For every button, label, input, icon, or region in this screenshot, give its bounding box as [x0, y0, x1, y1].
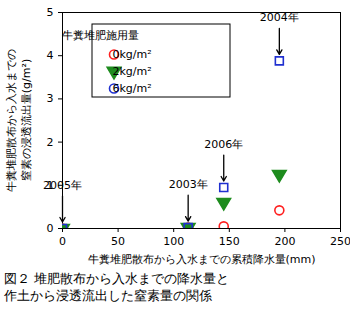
svg-text:0: 0 — [59, 235, 66, 248]
svg-text:0: 0 — [47, 222, 54, 235]
svg-text:0kg/m²: 0kg/m² — [112, 48, 151, 61]
svg-text:3: 3 — [47, 92, 54, 105]
svg-text:2: 2 — [47, 136, 54, 149]
svg-text:50: 50 — [111, 235, 125, 248]
svg-text:150: 150 — [219, 235, 240, 248]
svg-text:牛糞堆肥散布から入水までの累積降水量(mm): 牛糞堆肥散布から入水までの累積降水量(mm) — [87, 253, 315, 266]
svg-text:200: 200 — [274, 235, 295, 248]
svg-text:2006年: 2006年 — [204, 138, 243, 151]
svg-text:6kg/m²: 6kg/m² — [112, 82, 151, 95]
svg-text:2003年: 2003年 — [169, 178, 208, 191]
svg-text:4: 4 — [47, 49, 54, 62]
svg-text:2005年: 2005年 — [43, 179, 82, 192]
svg-text:窒素の浸透流出量(g/m²): 窒素の浸透流出量(g/m²) — [20, 59, 33, 181]
svg-text:牛糞堆肥施用量: 牛糞堆肥施用量 — [62, 29, 139, 42]
svg-text:5: 5 — [47, 6, 54, 19]
html-text:作土から浸透流出した窒素量の関係: 作土から浸透流出した窒素量の関係 — [4, 288, 212, 303]
svg-text:100: 100 — [163, 235, 184, 248]
html-text:図２ 堆肥散布から入水までの降水量と: 図２ 堆肥散布から入水までの降水量と — [4, 271, 229, 286]
svg-text:2kg/m²: 2kg/m² — [112, 65, 151, 78]
svg-text:牛糞堆肥散布から入水までの: 牛糞堆肥散布から入水までの — [5, 49, 18, 192]
svg-text:250: 250 — [330, 235, 350, 248]
svg-text:2004年: 2004年 — [260, 11, 299, 24]
